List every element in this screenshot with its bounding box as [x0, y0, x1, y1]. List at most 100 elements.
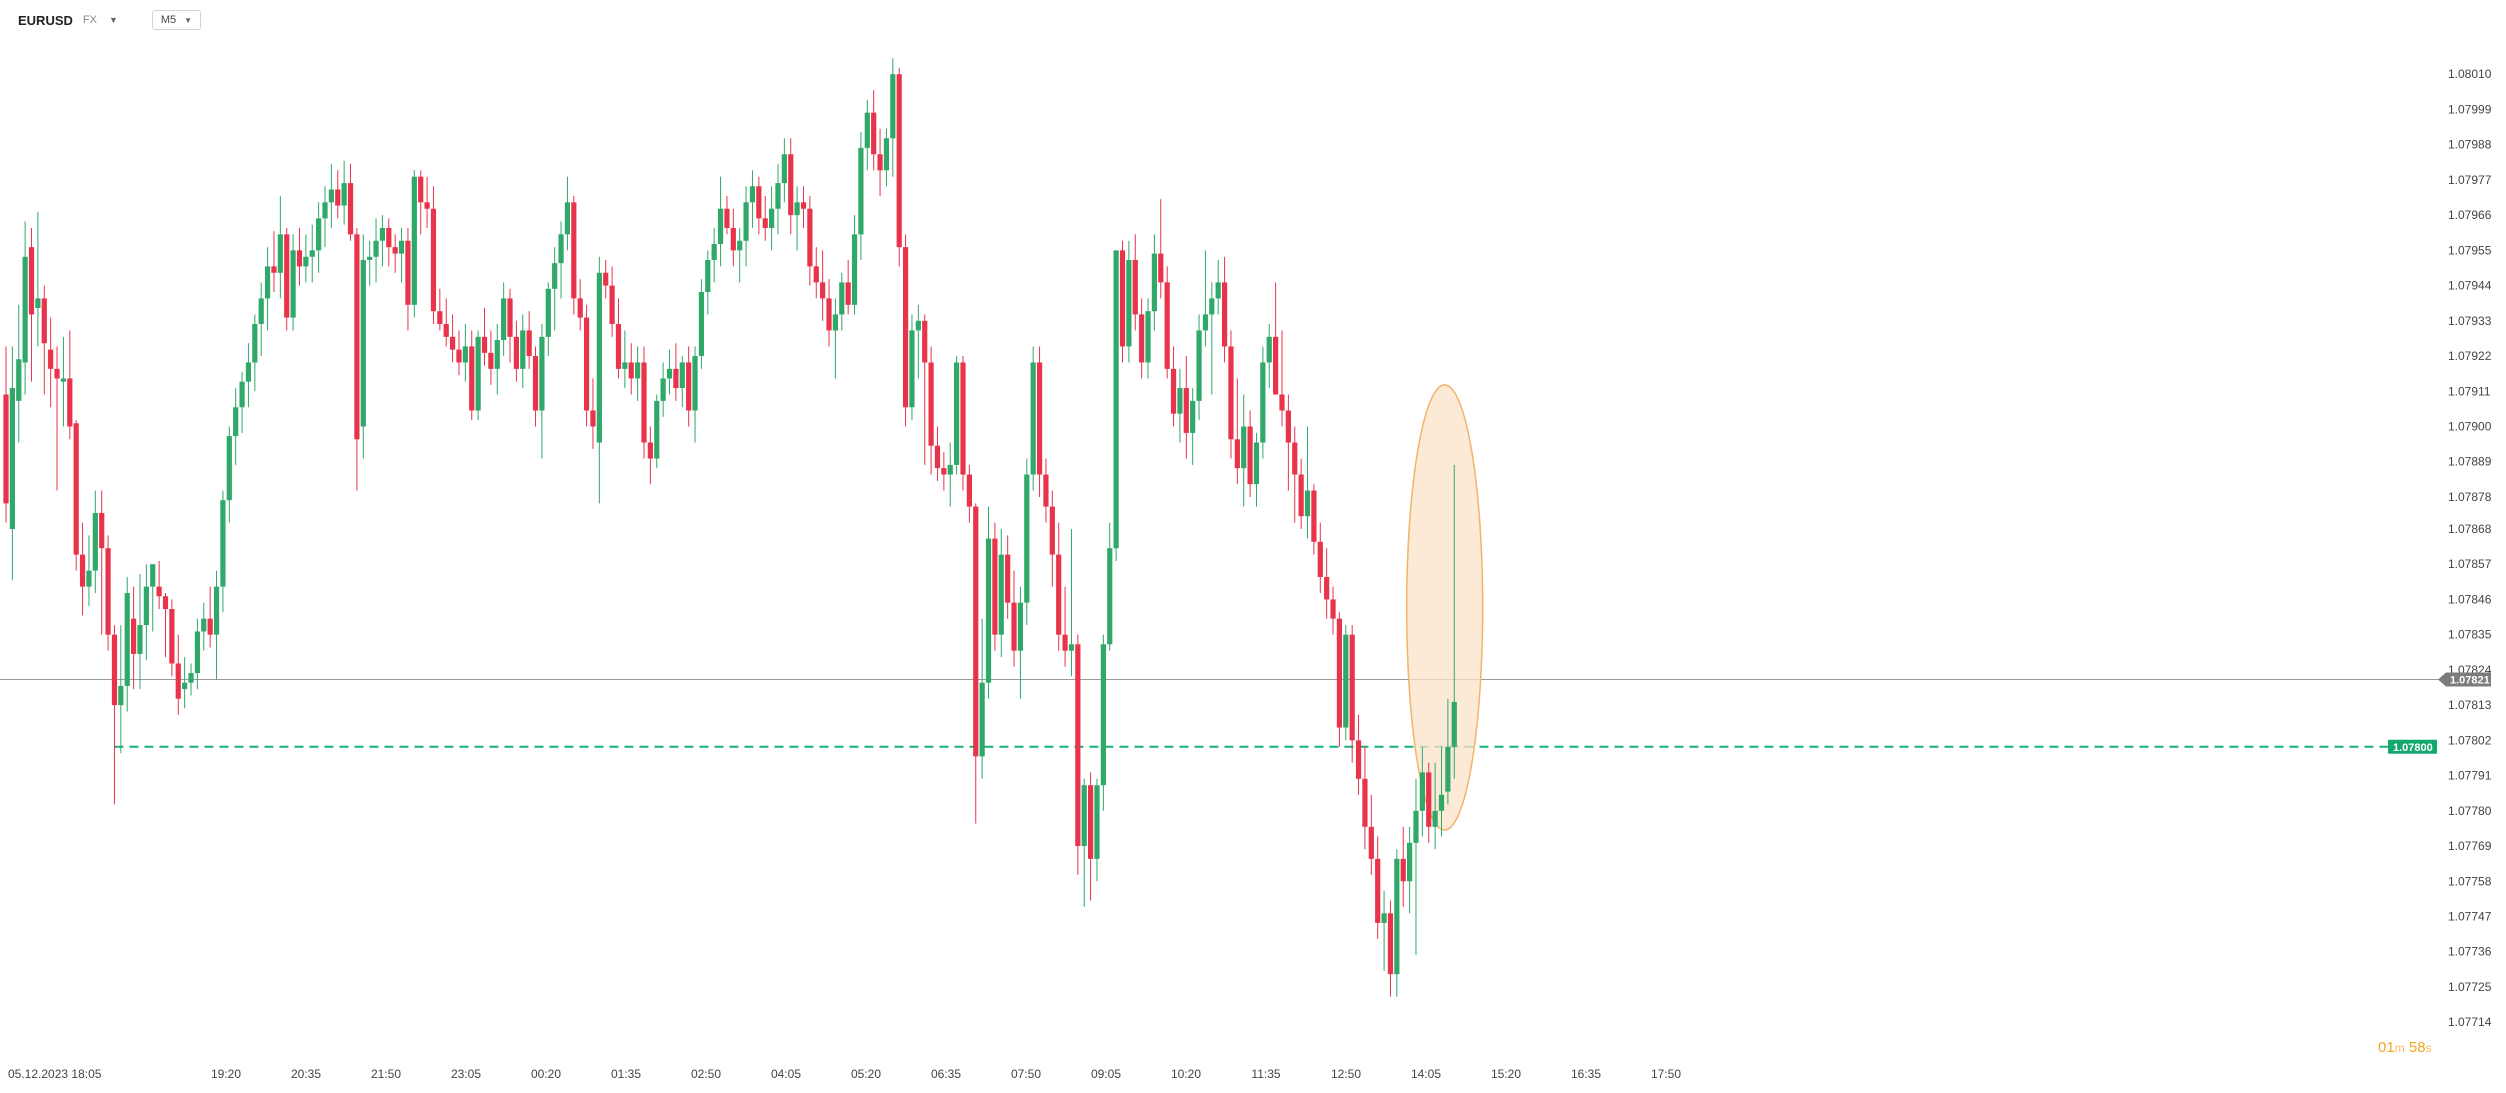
candle-body [1081, 785, 1087, 847]
candle-body [724, 208, 730, 228]
candle-body [494, 340, 500, 369]
candle-body [41, 298, 47, 344]
symbol-bar: EURUSD FX ▼ M5 ▼ [18, 10, 202, 30]
candle-body [367, 256, 373, 260]
candle-body [1304, 490, 1311, 517]
candle-body [673, 368, 679, 389]
candle-body [558, 234, 564, 264]
candle-body [1190, 400, 1196, 433]
timeframe-selector[interactable]: M5 ▼ [151, 10, 202, 30]
candle-body [909, 330, 915, 408]
candle-body [800, 202, 807, 209]
candle-body [609, 285, 615, 325]
candle-body [86, 570, 92, 587]
candle-body [577, 298, 583, 318]
symbol-name[interactable]: EURUSD [18, 12, 73, 28]
candle-body [622, 362, 628, 369]
candle-body [1432, 810, 1438, 827]
candle-body [1438, 794, 1445, 811]
candle-body [941, 468, 947, 475]
candle-body [858, 147, 864, 235]
candle-body [820, 282, 826, 299]
y-tick-label: 1.07813 [2448, 698, 2492, 712]
candle-body [1024, 474, 1030, 603]
current-price-tag [2438, 672, 2491, 687]
candle-body [379, 227, 386, 241]
candle-body [1062, 634, 1068, 651]
candle-body [73, 423, 79, 555]
candle-body [1387, 913, 1394, 975]
candle-body [277, 234, 283, 273]
x-tick-label: 05:20 [851, 1067, 881, 1081]
y-tick-label: 1.07878 [2448, 490, 2492, 504]
candle-body [647, 442, 653, 459]
candle-body [1221, 282, 1228, 347]
candle-body [743, 202, 749, 241]
y-tick-label: 1.07758 [2448, 874, 2492, 888]
candle-body [430, 208, 437, 312]
candle-body [67, 378, 73, 427]
candle-body [99, 512, 105, 549]
candle-body [864, 112, 870, 148]
candle-body [826, 298, 832, 331]
candle-body [1196, 330, 1202, 401]
candle-body [328, 189, 334, 203]
x-tick-label: 07:50 [1011, 1067, 1041, 1081]
candle-body [679, 362, 685, 389]
candle-body [571, 202, 577, 299]
candle-body [341, 183, 347, 206]
candle-body [845, 282, 851, 305]
candle-body [462, 346, 468, 363]
candle-body [16, 359, 22, 401]
candle-body [1228, 346, 1234, 440]
y-tick-label: 1.07868 [2448, 522, 2492, 536]
candle-body [1030, 362, 1036, 475]
candle-body [756, 186, 762, 219]
candle-body [347, 183, 354, 235]
level-price-label: 1.07800 [2393, 742, 2433, 754]
candle-body [960, 362, 966, 475]
candle-body [583, 317, 590, 411]
caret-down-icon[interactable]: ▼ [108, 15, 118, 25]
candle-body [1119, 250, 1126, 347]
candle-body [1292, 442, 1298, 475]
candle-body [143, 586, 149, 626]
candle-body [1330, 599, 1336, 619]
candle-body [443, 324, 449, 337]
x-tick-label: 01:35 [611, 1067, 641, 1081]
candle-body [354, 234, 360, 440]
candle-body [1209, 298, 1215, 315]
candle-body [692, 356, 698, 411]
candle-body [992, 538, 998, 635]
timeframe-value: M5 [160, 14, 177, 26]
candle-body [92, 512, 98, 571]
candle-body [966, 474, 972, 507]
y-tick-label: 1.07933 [2448, 314, 2492, 328]
candle-body [507, 298, 513, 337]
candle-body [182, 682, 188, 690]
candle-body [201, 618, 207, 632]
candle-body [954, 362, 960, 465]
candle-body [890, 74, 896, 139]
x-tick-label: 00:20 [531, 1067, 561, 1081]
candle-body [1088, 785, 1094, 859]
candle-body [654, 400, 660, 459]
candle-body [985, 538, 992, 683]
x-tick-label: 17:50 [1651, 1067, 1681, 1081]
x-tick-label: 10:20 [1171, 1067, 1201, 1081]
candle-body [1100, 644, 1106, 786]
y-tick-label: 1.07747 [2448, 910, 2492, 924]
candle-body [1158, 253, 1164, 283]
candle-body [1005, 554, 1011, 603]
level-price-tag[interactable] [2388, 739, 2437, 754]
candle-body [1170, 368, 1177, 414]
candle-body [258, 298, 264, 325]
timer-seconds: 58 [2408, 1039, 2426, 1056]
candle-body [520, 330, 526, 369]
candle-body [1362, 778, 1368, 827]
symbol-suffix: FX [82, 14, 97, 26]
candle-body [188, 673, 194, 683]
candle-body [1400, 858, 1406, 882]
candle-body [105, 548, 111, 635]
